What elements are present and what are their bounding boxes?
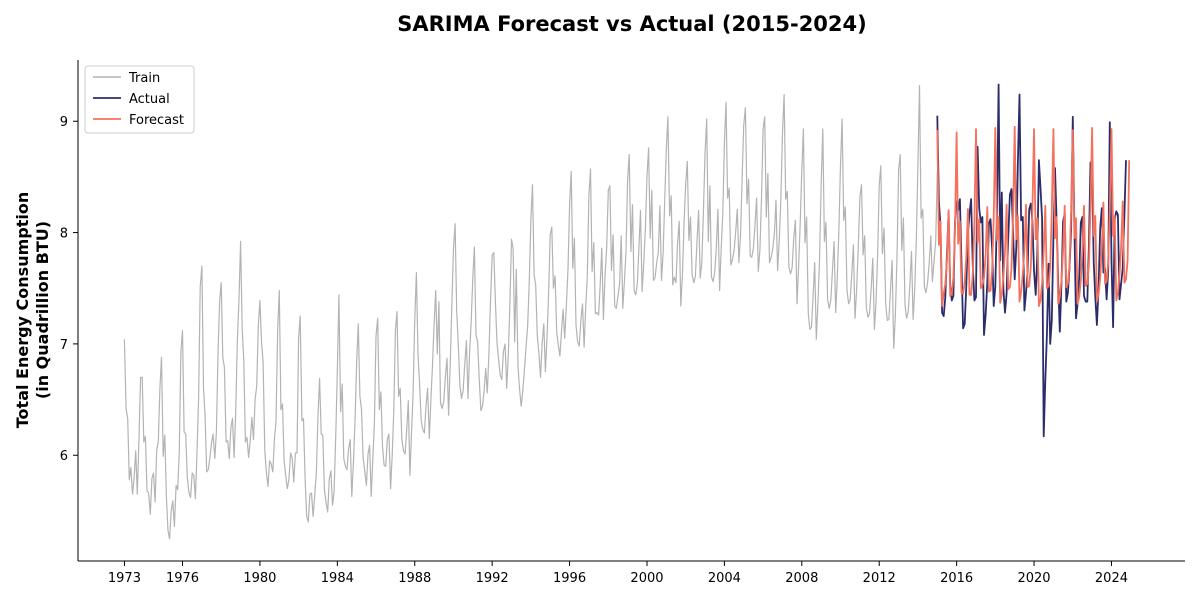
x-tick-label: 1992 (476, 571, 509, 586)
x-tick-label: 2012 (863, 571, 896, 586)
y-tick-label: 8 (60, 227, 68, 242)
legend-label-actual: Actual (129, 92, 170, 107)
legend-box (84, 65, 195, 134)
series-layer (123, 83, 1131, 540)
y-axis-label: Total Energy Consumption (in Quadrillion… (13, 192, 52, 428)
x-tick-label: 2004 (708, 571, 741, 586)
y-axis-label-line-1: Total Energy Consumption (13, 192, 32, 428)
x-tick-label: 1984 (321, 571, 354, 586)
x-tick-label: 1980 (243, 571, 276, 586)
x-tick-label: 2016 (940, 571, 973, 586)
y-axis-label-line-2: (in Quadrillion BTU) (33, 221, 52, 399)
legend-label-train: Train (128, 71, 160, 86)
x-tick-label: 2024 (1095, 571, 1128, 586)
legend: Train Actual Forecast (84, 65, 195, 134)
x-tick-label: 1973 (108, 571, 141, 586)
chart-title: SARIMA Forecast vs Actual (2015-2024) (397, 12, 867, 36)
legend-label-forecast: Forecast (129, 113, 184, 128)
x-tick-label: 2008 (785, 571, 818, 586)
x-tick-label: 1996 (553, 571, 586, 586)
series-line-forecast (936, 125, 1131, 307)
x-tick-label: 1976 (166, 571, 199, 586)
series-line-train (123, 84, 938, 540)
x-tick-label: 1988 (398, 571, 431, 586)
y-tick-label: 9 (60, 115, 68, 130)
x-tick-label: 2000 (630, 571, 663, 586)
y-tick-label: 6 (60, 449, 68, 464)
y-tick-label: 7 (60, 338, 68, 353)
axes-layer: 1973 1976 1980 1984 1988 1992 1996 2000 2004 2008… (60, 60, 1185, 586)
x-tick-label: 2020 (1017, 571, 1050, 586)
